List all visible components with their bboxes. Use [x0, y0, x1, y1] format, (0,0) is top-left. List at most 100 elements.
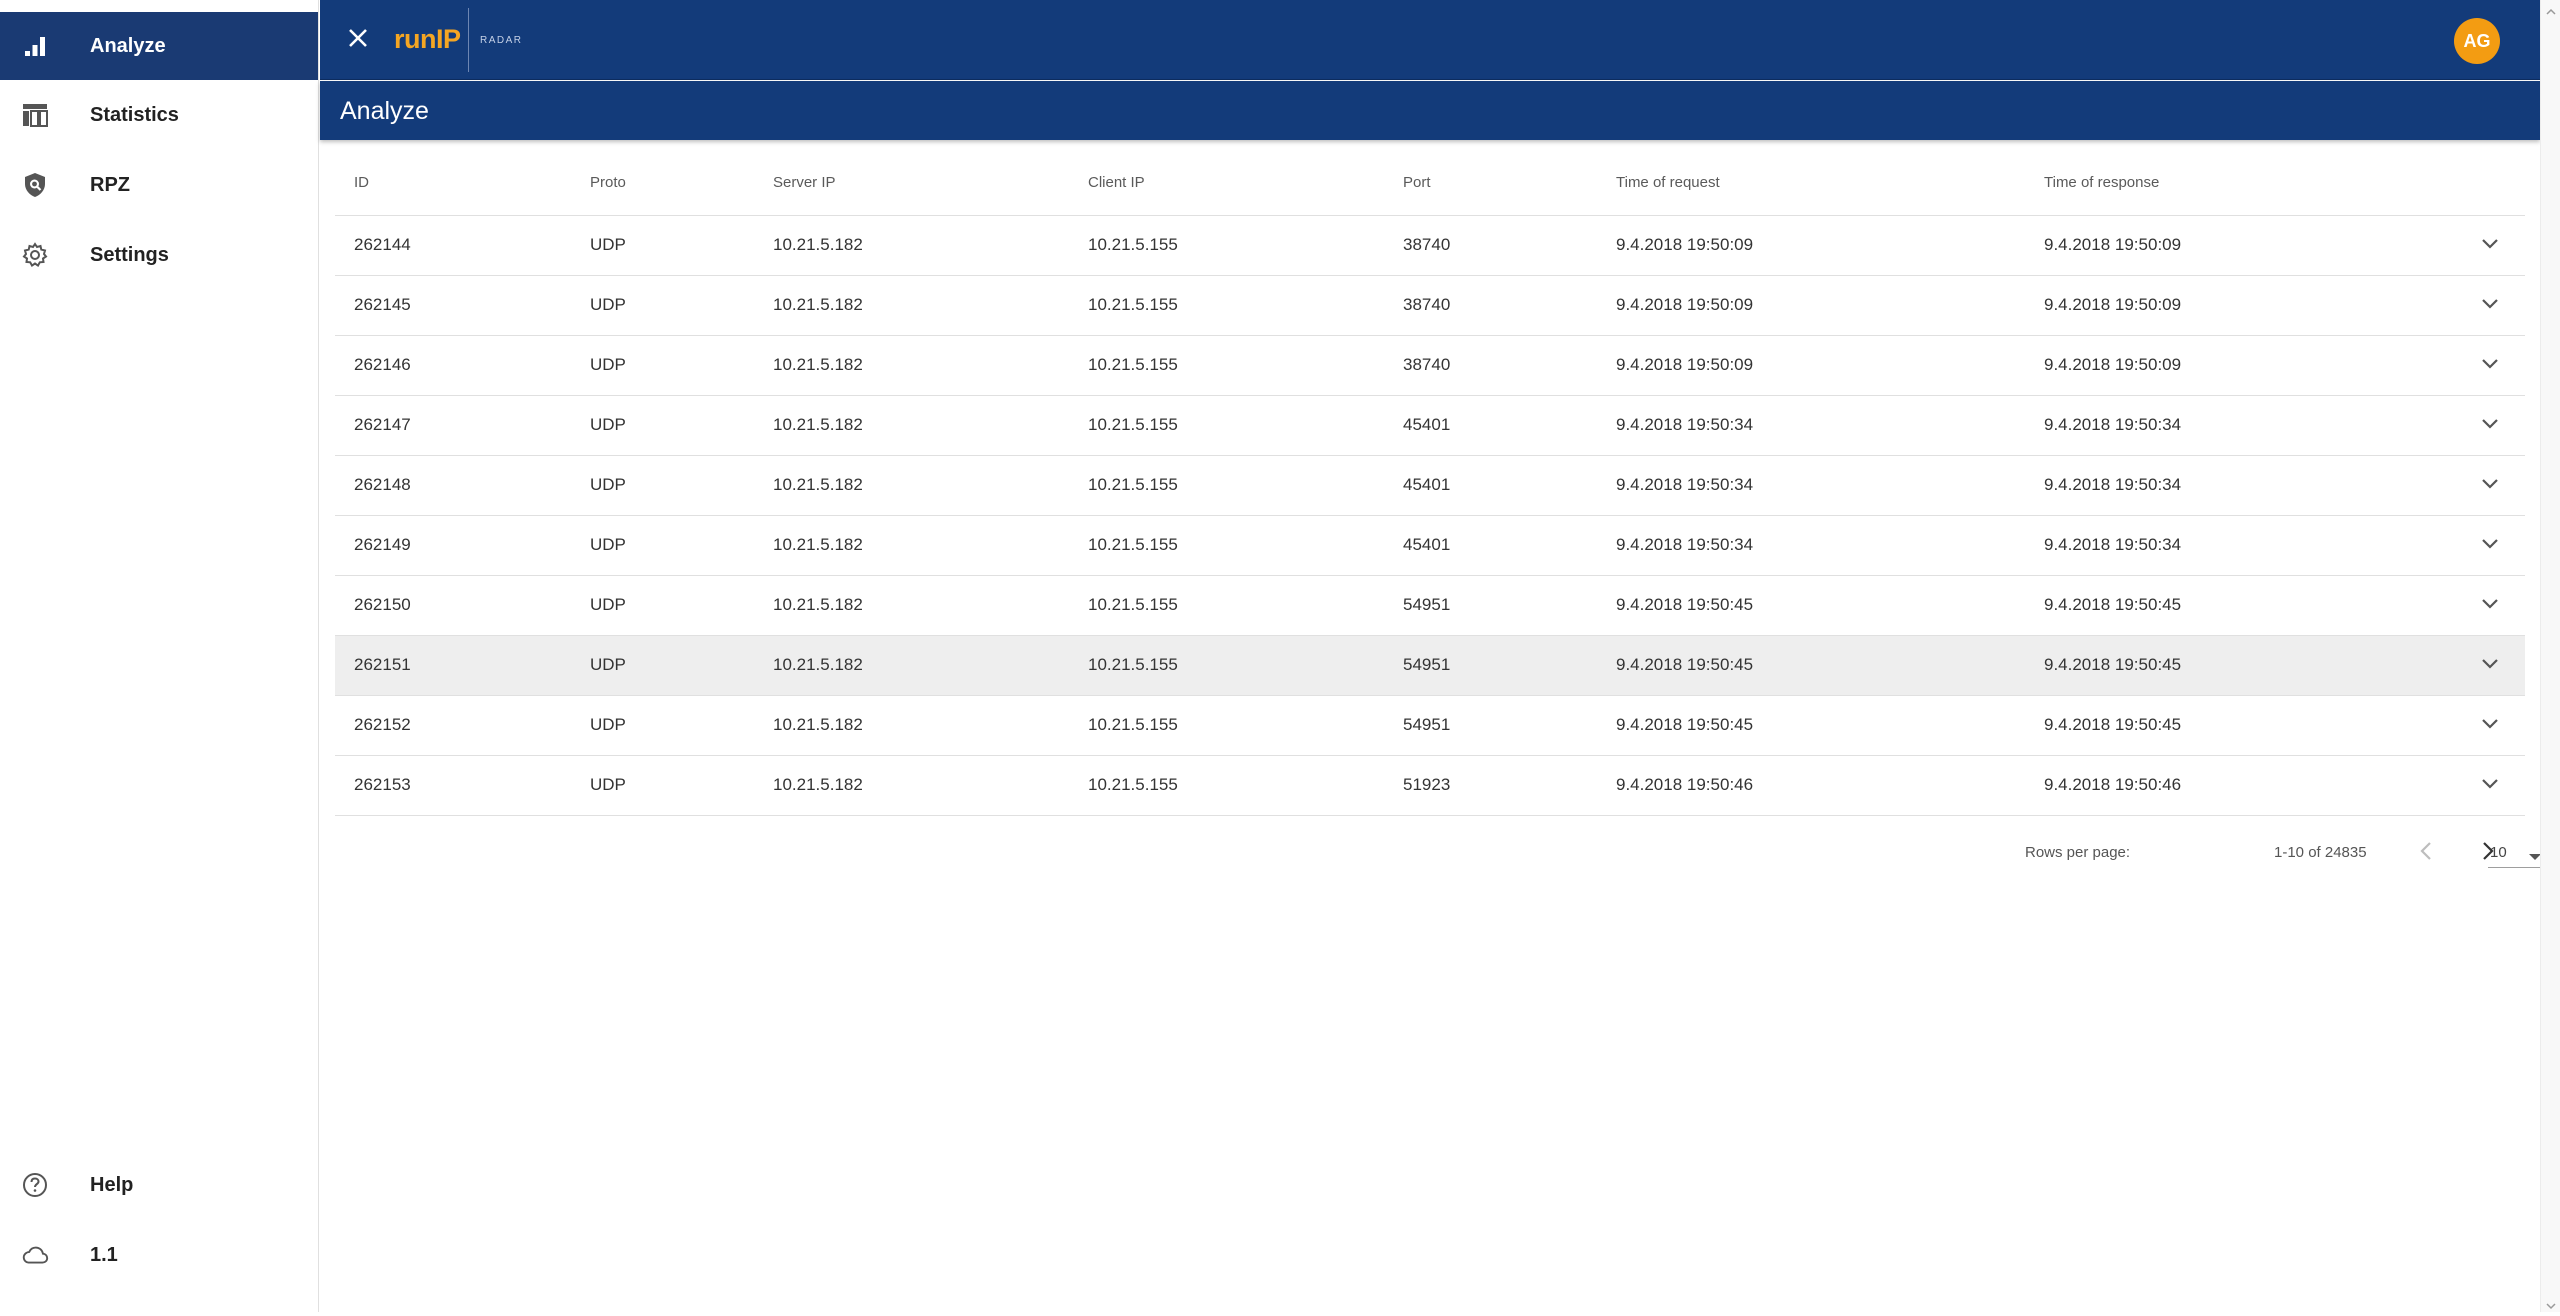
table-row[interactable]: 262149 UDP 10.21.5.182 10.21.5.155 45401 9.4.…	[335, 515, 2525, 576]
cell-server-ip: 10.21.5.182	[754, 515, 1069, 576]
scroll-down-icon[interactable]	[2546, 1298, 2556, 1310]
cell-proto: UDP	[571, 635, 754, 696]
cell-server-ip: 10.21.5.182	[754, 695, 1069, 756]
cell-time-of-request: 9.4.2018 19:50:34	[1597, 395, 2025, 456]
cell-proto: UDP	[571, 335, 754, 396]
table-row[interactable]: 262153 UDP 10.21.5.182 10.21.5.155 51923 9.4.…	[335, 755, 2525, 816]
chevron-down-icon	[2481, 475, 2499, 495]
next-page-button[interactable]	[2471, 836, 2505, 870]
cell-time-of-request: 9.4.2018 19:50:45	[1597, 635, 2025, 696]
page-title-bar: Analyze	[320, 81, 2540, 140]
chevron-down-icon	[2481, 595, 2499, 615]
expand-row-button[interactable]	[2455, 275, 2525, 336]
column-header-time-of-request[interactable]: Time of request	[1597, 150, 2025, 216]
expand-row-button[interactable]	[2455, 575, 2525, 636]
cell-client-ip: 10.21.5.155	[1069, 395, 1384, 456]
chevron-right-icon	[2481, 841, 2495, 865]
brand-part1: run	[394, 24, 437, 54]
chevron-down-icon	[2481, 355, 2499, 375]
rows-per-page-label: Rows per page:	[2025, 844, 2131, 861]
sidebar-item-version: 1.1	[0, 1220, 318, 1290]
cell-server-ip: 10.21.5.182	[754, 215, 1069, 276]
cell-time-of-response: 9.4.2018 19:50:45	[2025, 695, 2455, 756]
table-row[interactable]: 262148 UDP 10.21.5.182 10.21.5.155 45401 9.4.…	[335, 455, 2525, 516]
cell-port: 54951	[1384, 695, 1597, 756]
cell-id: 262150	[335, 575, 571, 636]
page-scrollbar[interactable]	[2540, 0, 2560, 1312]
expand-row-button[interactable]	[2455, 755, 2525, 816]
column-header-proto[interactable]: Proto	[571, 150, 754, 216]
cell-client-ip: 10.21.5.155	[1069, 275, 1384, 336]
rows-per-page-select[interactable]: 10	[2488, 836, 2546, 868]
cell-port: 54951	[1384, 575, 1597, 636]
cell-id: 262146	[335, 335, 571, 396]
table-header-row: ID Proto Server IP Client IP Port Time o…	[335, 150, 2525, 216]
cell-proto: UDP	[571, 515, 754, 576]
brand-divider	[468, 8, 469, 72]
brand-logo: runIP	[394, 24, 461, 55]
table-row[interactable]: 262145 UDP 10.21.5.182 10.21.5.155 38740 9.4.…	[335, 275, 2525, 336]
cell-id: 262145	[335, 275, 571, 336]
brand-part2: IP	[436, 24, 461, 54]
sidebar-item-settings[interactable]: Settings	[0, 220, 318, 290]
cell-proto: UDP	[571, 695, 754, 756]
expand-row-button[interactable]	[2455, 515, 2525, 576]
cell-proto: UDP	[571, 275, 754, 336]
cell-client-ip: 10.21.5.155	[1069, 755, 1384, 816]
pagination: Rows per page: 10 1-10 of 24835	[320, 830, 2546, 878]
sidebar-item-help[interactable]: Help	[0, 1150, 318, 1220]
table-body: 262144 UDP 10.21.5.182 10.21.5.155 38740 9.4.…	[335, 215, 2525, 816]
cell-client-ip: 10.21.5.155	[1069, 335, 1384, 396]
bar-chart-icon	[20, 31, 50, 61]
cell-time-of-request: 9.4.2018 19:50:09	[1597, 335, 2025, 396]
cell-server-ip: 10.21.5.182	[754, 395, 1069, 456]
column-header-client-ip[interactable]: Client IP	[1069, 150, 1384, 216]
cloud-icon	[20, 1240, 50, 1270]
close-icon	[347, 27, 369, 54]
close-drawer-button[interactable]	[340, 22, 376, 58]
version-label: 1.1	[90, 1243, 118, 1266]
expand-row-button[interactable]	[2455, 455, 2525, 516]
column-header-server-ip[interactable]: Server IP	[754, 150, 1069, 216]
table-row[interactable]: 262146 UDP 10.21.5.182 10.21.5.155 38740 9.4.…	[335, 335, 2525, 396]
sidebar-item-analyze[interactable]: Analyze	[0, 12, 318, 80]
chevron-down-icon	[2481, 235, 2499, 255]
previous-page-button[interactable]	[2409, 836, 2443, 870]
cell-id: 262148	[335, 455, 571, 516]
cell-time-of-request: 9.4.2018 19:50:46	[1597, 755, 2025, 816]
column-header-port[interactable]: Port	[1384, 150, 1597, 216]
cell-port: 54951	[1384, 635, 1597, 696]
cell-server-ip: 10.21.5.182	[754, 635, 1069, 696]
cell-server-ip: 10.21.5.182	[754, 755, 1069, 816]
sidebar-top-spacer	[0, 0, 318, 12]
sidebar-item-rpz[interactable]: RPZ	[0, 150, 318, 220]
table-row[interactable]: 262152 UDP 10.21.5.182 10.21.5.155 54951 9.4.…	[335, 695, 2525, 756]
expand-row-button[interactable]	[2455, 215, 2525, 276]
scroll-up-icon[interactable]	[2546, 4, 2556, 15]
sidebar: Analyze Statistics RPZ	[0, 0, 319, 1312]
cell-server-ip: 10.21.5.182	[754, 575, 1069, 636]
column-header-time-of-response[interactable]: Time of response	[2025, 150, 2455, 216]
cell-id: 262152	[335, 695, 571, 756]
sidebar-item-statistics[interactable]: Statistics	[0, 80, 318, 150]
avatar[interactable]: AG	[2454, 18, 2500, 64]
expand-row-button[interactable]	[2455, 695, 2525, 756]
cell-port: 38740	[1384, 215, 1597, 276]
chevron-down-icon	[2481, 295, 2499, 315]
chevron-down-icon	[2481, 655, 2499, 675]
chevron-left-icon	[2419, 841, 2433, 865]
brand-subtitle: RADAR	[480, 35, 523, 46]
column-header-id[interactable]: ID	[335, 150, 571, 216]
expand-row-button[interactable]	[2455, 335, 2525, 396]
cell-port: 45401	[1384, 455, 1597, 516]
cell-proto: UDP	[571, 215, 754, 276]
table-row[interactable]: 262144 UDP 10.21.5.182 10.21.5.155 38740 9.4.…	[335, 215, 2525, 276]
cell-time-of-response: 9.4.2018 19:50:34	[2025, 455, 2455, 516]
expand-row-button[interactable]	[2455, 395, 2525, 456]
table-row[interactable]: 262151 UDP 10.21.5.182 10.21.5.155 54951 9.4.…	[335, 635, 2525, 696]
cell-client-ip: 10.21.5.155	[1069, 215, 1384, 276]
chevron-down-icon	[2481, 535, 2499, 555]
table-row[interactable]: 262150 UDP 10.21.5.182 10.21.5.155 54951 9.4.…	[335, 575, 2525, 636]
expand-row-button[interactable]	[2455, 635, 2525, 696]
table-row[interactable]: 262147 UDP 10.21.5.182 10.21.5.155 45401 9.4.…	[335, 395, 2525, 456]
